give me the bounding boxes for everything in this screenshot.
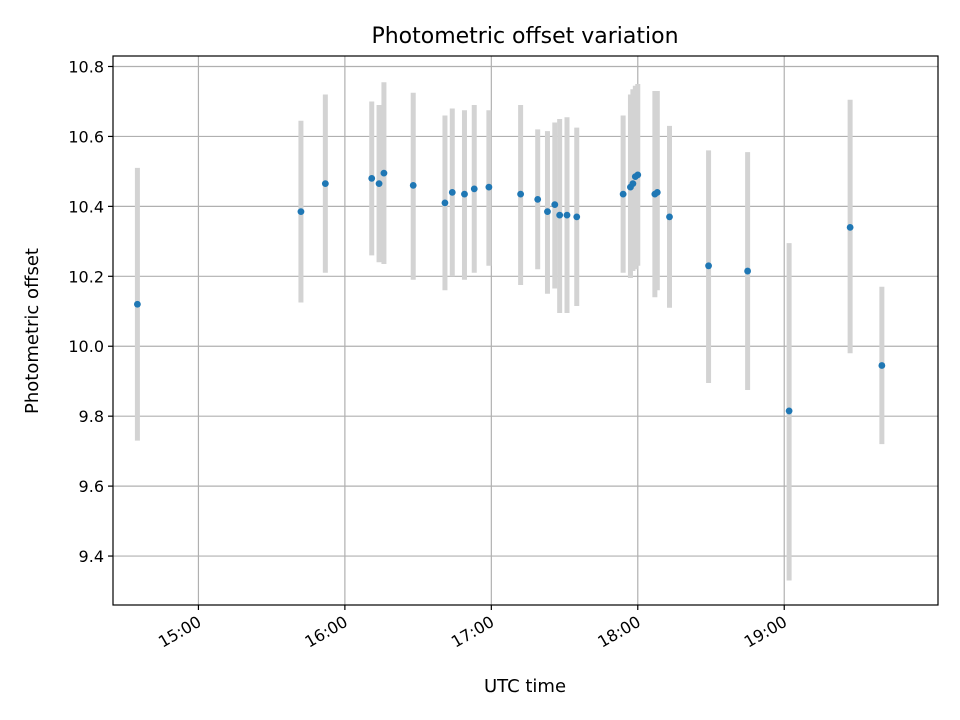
data-point — [470, 185, 478, 193]
plot-frame — [112, 55, 939, 606]
data-point — [297, 208, 305, 216]
data-point — [544, 208, 551, 216]
data-points — [134, 169, 886, 415]
data-point — [134, 300, 141, 308]
y-tick-label: 10.4 — [68, 197, 104, 216]
data-point — [517, 190, 525, 198]
data-point — [448, 188, 456, 196]
y-tick-label: 10.0 — [68, 337, 104, 356]
data-point — [785, 407, 793, 415]
data-point — [551, 201, 559, 209]
y-tick-label: 9.8 — [79, 407, 104, 426]
data-point — [666, 213, 673, 221]
data-point — [556, 211, 564, 219]
data-point — [744, 267, 752, 275]
data-point — [653, 188, 661, 196]
y-tick-label: 10.6 — [68, 127, 104, 146]
x-tick-label: 18:00 — [594, 612, 643, 652]
data-point — [321, 180, 329, 188]
y-axis: 9.4 9.6 9.8 10.0 10.2 10.4 10.6 10.8 — [68, 57, 113, 566]
data-point — [634, 171, 642, 179]
x-axis-label: UTC time — [484, 676, 566, 697]
data-point — [878, 362, 886, 369]
data-point — [629, 180, 637, 188]
data-point — [409, 181, 417, 189]
data-point — [573, 213, 581, 221]
data-point — [846, 223, 854, 231]
data-point — [534, 195, 542, 203]
y-tick-label: 10.8 — [68, 57, 104, 76]
data-point — [563, 211, 571, 219]
x-axis: 15:00 16:00 17:00 18:00 19:00 — [155, 605, 790, 652]
x-tick-label: 17:00 — [448, 612, 497, 652]
grid — [113, 56, 938, 605]
data-point — [705, 262, 712, 270]
y-tick-label: 9.4 — [79, 547, 104, 566]
data-point — [441, 199, 449, 207]
data-point — [619, 190, 627, 198]
y-tick-label: 9.6 — [79, 477, 104, 496]
data-point — [368, 174, 376, 182]
chart-title: Photometric offset variation — [371, 24, 678, 49]
x-tick-label: 19:00 — [741, 612, 790, 652]
x-tick-label: 16:00 — [301, 612, 350, 652]
y-tick-label: 10.2 — [68, 267, 104, 286]
data-point — [375, 180, 383, 188]
error-bars — [134, 82, 885, 581]
x-tick-label: 15:00 — [155, 612, 204, 652]
y-axis-label: Photometric offset — [22, 248, 43, 414]
data-point — [461, 190, 468, 198]
data-point — [380, 169, 388, 177]
data-point — [485, 183, 493, 191]
